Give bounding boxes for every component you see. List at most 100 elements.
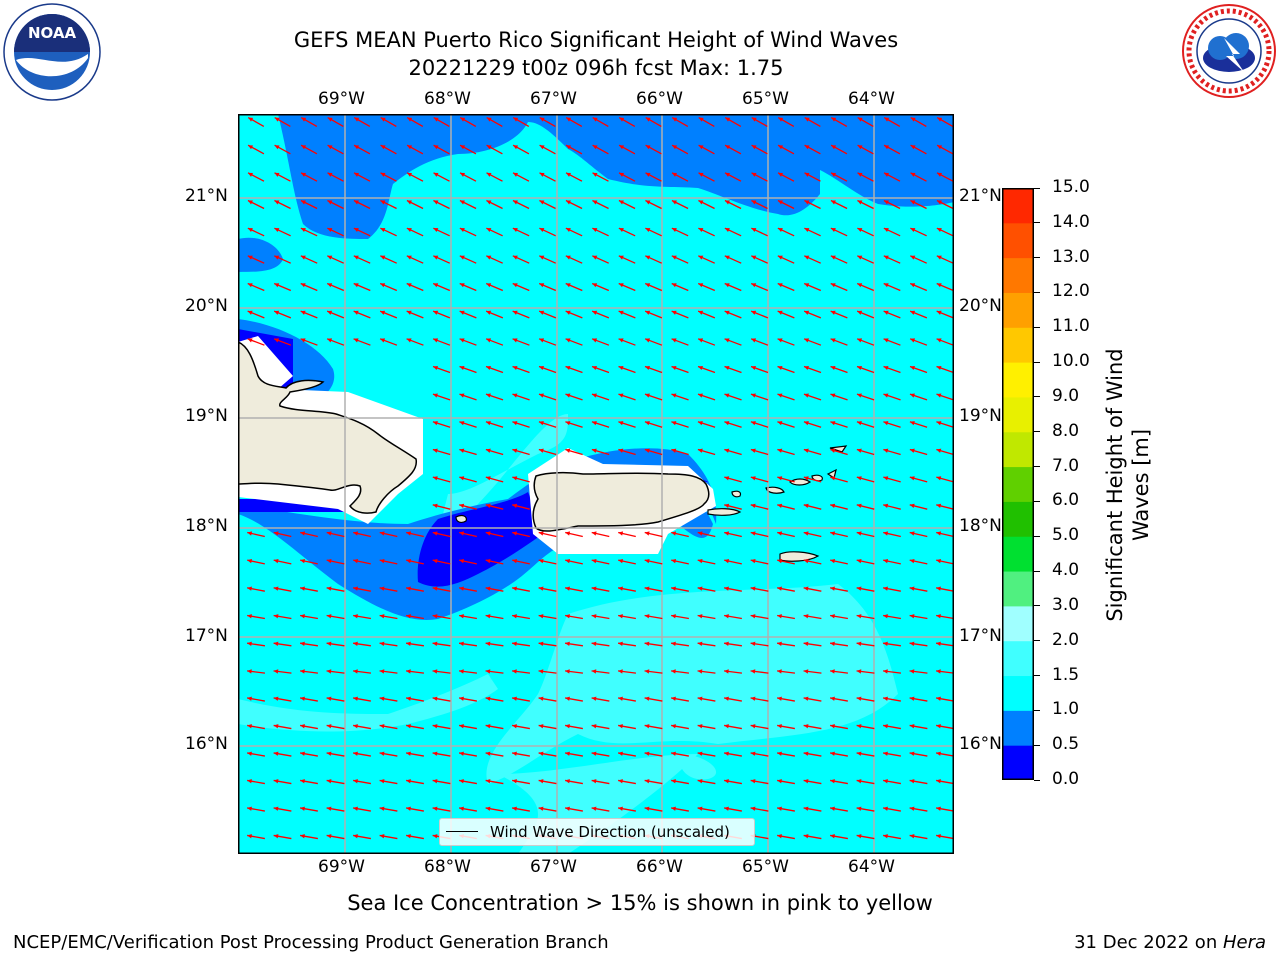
wind-arrow-head — [830, 614, 835, 619]
wind-arrow-head — [326, 586, 332, 591]
wind-arrow-head — [751, 228, 757, 233]
wind-arrow-head — [777, 365, 783, 371]
wind-arrow-head — [883, 669, 888, 674]
wind-arrow-head — [725, 145, 731, 150]
wind-arrow-head — [777, 641, 782, 646]
wind-arrow-head — [539, 338, 545, 343]
wind-arrow-head — [671, 779, 676, 784]
wind-arrow-head — [353, 669, 358, 674]
wind-arrow-head — [432, 448, 438, 453]
wind-arrow-head — [910, 310, 916, 315]
wind-arrow-head — [936, 641, 941, 646]
wind-arrow-head — [724, 200, 730, 205]
colorbar-segment — [1002, 396, 1034, 433]
wind-arrow-head — [247, 696, 252, 701]
wind-arrow-head — [273, 696, 279, 701]
wind-arrow-head — [327, 338, 333, 343]
wind-arrow-head — [274, 338, 280, 343]
wind-arrow-head — [459, 255, 465, 260]
wind-arrow-head — [247, 751, 252, 756]
wind-arrow-head — [300, 310, 306, 315]
wind-arrow-head — [724, 365, 730, 371]
wind-arrow-head — [380, 228, 386, 233]
wind-arrow-head — [777, 834, 782, 839]
wind-arrow-head — [831, 117, 837, 122]
wind-arrow-head — [565, 448, 571, 453]
wind-arrow-head — [512, 614, 517, 619]
wind-arrow-head — [618, 393, 624, 398]
wind-arrow-head — [936, 421, 942, 426]
wind-arrow-head — [327, 310, 333, 315]
wind-arrow-head — [326, 641, 332, 646]
wind-arrow-head — [301, 117, 307, 122]
wind-arrow-head — [300, 779, 305, 784]
wind-arrow-head — [645, 200, 651, 205]
wind-arrow-head — [883, 834, 888, 839]
wind-arrow-head — [909, 476, 915, 481]
wind-arrow-head — [910, 365, 915, 371]
colorbar-tick-label: 13.0 — [1052, 246, 1090, 267]
wind-arrow-head — [618, 448, 624, 453]
wind-arrow-head — [883, 724, 888, 729]
wind-arrow-head — [751, 172, 757, 177]
wind-arrow-head — [909, 806, 915, 811]
lon-label: 67°W — [530, 89, 577, 109]
wind-arrow-head — [750, 696, 756, 701]
wind-arrow-head — [751, 255, 757, 260]
wind-arrow-head — [433, 145, 439, 150]
wind-arrow-head — [538, 779, 544, 784]
wind-arrow-head — [803, 586, 809, 591]
field-light-cyan — [238, 414, 898, 854]
wind-arrow-head — [300, 338, 306, 343]
wind-arrow-head — [618, 614, 623, 619]
wind-arrow-head — [644, 669, 650, 674]
wind-arrow-head — [247, 669, 252, 674]
wind-arrow-head — [909, 558, 915, 564]
wind-arrow-head — [512, 669, 517, 674]
wind-arrow-head — [724, 586, 729, 591]
wind-arrow-head — [803, 834, 809, 839]
wind-arrow-head — [618, 421, 624, 426]
wind-arrow-head — [883, 779, 888, 784]
wind-arrow-head — [565, 338, 571, 343]
wind-arrow-head — [724, 310, 730, 315]
wind-arrow-head — [379, 779, 385, 784]
wind-arrow-head — [830, 669, 835, 674]
wind-arrow-head — [724, 531, 730, 536]
wind-arrow-head — [750, 669, 756, 674]
wind-arrow-head — [459, 393, 465, 398]
wind-arrow-head — [856, 806, 862, 811]
wind-arrow-head — [671, 421, 677, 426]
wind-arrow-head — [591, 558, 597, 564]
wind-arrow-head — [750, 724, 756, 729]
wind-arrow-head — [777, 255, 783, 260]
wind-arrow-head — [591, 806, 597, 811]
wind-arrow-head — [618, 696, 623, 701]
wind-arrow-head — [697, 421, 703, 426]
colorbar-tick-label: 8.0 — [1052, 420, 1080, 441]
wind-arrow-head — [936, 834, 941, 839]
wind-arrow-head — [804, 117, 810, 122]
wind-arrow-head — [883, 200, 889, 205]
colorbar-segment — [1002, 640, 1034, 677]
wind-arrow-head — [803, 724, 809, 729]
wind-arrow-head — [301, 172, 307, 177]
virgin-islands — [765, 445, 848, 562]
wind-arrow-head — [883, 365, 889, 371]
wind-arrow-head — [592, 117, 598, 122]
wind-arrow-head — [512, 228, 518, 233]
wind-arrow-head — [406, 779, 411, 784]
wind-arrow-head — [909, 531, 915, 536]
wind-arrow-head — [485, 669, 491, 674]
wind-arrow-head — [645, 117, 651, 122]
wind-arrow-head — [936, 724, 941, 729]
wind-arrow-head — [459, 696, 464, 701]
wind-arrow-head — [619, 117, 625, 122]
wind-arrow-head — [803, 614, 809, 619]
wind-arrow-head — [883, 614, 888, 619]
wind-arrow-head — [432, 834, 438, 839]
wind-arrow-head — [406, 696, 411, 701]
wind-arrow-head — [433, 228, 439, 233]
wind-arrow-head — [750, 614, 756, 619]
wind-arrow-head — [565, 696, 570, 701]
